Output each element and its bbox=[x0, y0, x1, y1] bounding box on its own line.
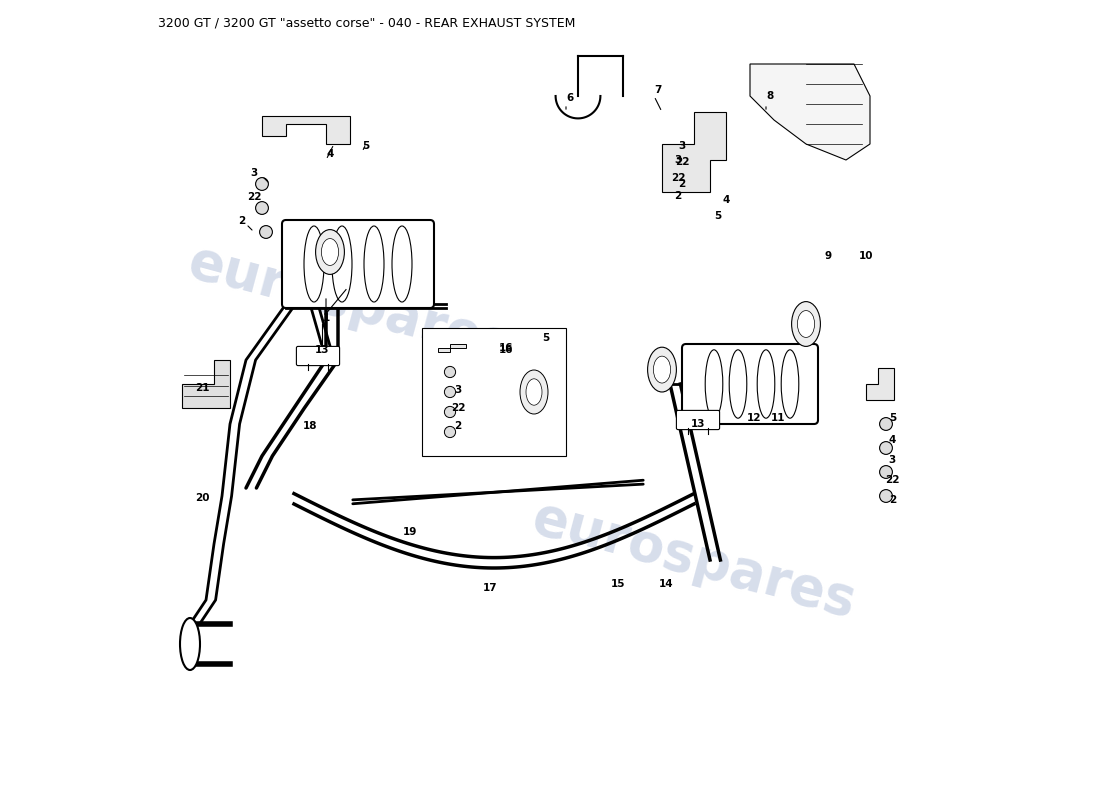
Text: 21: 21 bbox=[195, 383, 209, 393]
Text: 2: 2 bbox=[454, 421, 462, 430]
FancyBboxPatch shape bbox=[676, 410, 719, 430]
Polygon shape bbox=[182, 360, 230, 408]
Circle shape bbox=[880, 442, 892, 454]
Polygon shape bbox=[438, 344, 466, 352]
Text: 12: 12 bbox=[747, 413, 761, 422]
Circle shape bbox=[255, 178, 268, 190]
Circle shape bbox=[255, 202, 268, 214]
Circle shape bbox=[444, 386, 455, 398]
Ellipse shape bbox=[526, 379, 542, 405]
Text: 16: 16 bbox=[498, 345, 514, 354]
Text: 5: 5 bbox=[362, 141, 370, 150]
Text: eurospares: eurospares bbox=[183, 236, 518, 372]
Text: 22: 22 bbox=[246, 192, 262, 202]
Text: 5: 5 bbox=[542, 333, 550, 342]
Text: 7: 7 bbox=[654, 85, 662, 94]
Text: 17: 17 bbox=[483, 583, 497, 593]
Ellipse shape bbox=[792, 302, 821, 346]
Text: 20: 20 bbox=[195, 493, 209, 502]
Text: 13: 13 bbox=[691, 419, 705, 429]
Polygon shape bbox=[662, 112, 726, 192]
Text: 4: 4 bbox=[723, 195, 729, 205]
Ellipse shape bbox=[653, 356, 671, 383]
Text: 16: 16 bbox=[498, 343, 514, 353]
Circle shape bbox=[880, 418, 892, 430]
Text: 3: 3 bbox=[889, 455, 896, 465]
Text: 3: 3 bbox=[679, 141, 685, 150]
Circle shape bbox=[444, 406, 455, 418]
Circle shape bbox=[444, 426, 455, 438]
Text: 10: 10 bbox=[859, 251, 873, 261]
Text: 18: 18 bbox=[302, 421, 317, 430]
Text: 2: 2 bbox=[674, 191, 682, 201]
Text: 2: 2 bbox=[679, 179, 685, 189]
Text: 2: 2 bbox=[889, 495, 896, 505]
Text: 22: 22 bbox=[671, 173, 685, 182]
FancyBboxPatch shape bbox=[682, 344, 818, 424]
Text: 8: 8 bbox=[767, 91, 773, 101]
Circle shape bbox=[880, 466, 892, 478]
FancyBboxPatch shape bbox=[422, 328, 566, 456]
Text: 15: 15 bbox=[610, 579, 625, 589]
Text: 19: 19 bbox=[403, 527, 417, 537]
Text: 22: 22 bbox=[451, 403, 465, 413]
FancyBboxPatch shape bbox=[296, 346, 340, 366]
Text: 22: 22 bbox=[886, 475, 900, 485]
Text: 5: 5 bbox=[714, 211, 722, 221]
Ellipse shape bbox=[321, 238, 339, 266]
Polygon shape bbox=[262, 116, 350, 144]
Text: 3200 GT / 3200 GT "assetto corse" - 040 - REAR EXHAUST SYSTEM: 3200 GT / 3200 GT "assetto corse" - 040 … bbox=[158, 16, 575, 29]
Text: 6: 6 bbox=[566, 93, 573, 102]
Text: 14: 14 bbox=[659, 579, 673, 589]
Text: 1: 1 bbox=[322, 313, 330, 322]
Text: eurospares: eurospares bbox=[527, 492, 861, 628]
Text: 4: 4 bbox=[327, 149, 333, 158]
Ellipse shape bbox=[798, 310, 815, 338]
Text: 22: 22 bbox=[674, 157, 690, 166]
Circle shape bbox=[260, 226, 273, 238]
Text: 5: 5 bbox=[889, 413, 896, 422]
Text: 13: 13 bbox=[315, 346, 329, 355]
Text: 2: 2 bbox=[239, 216, 245, 226]
Ellipse shape bbox=[316, 230, 344, 274]
FancyBboxPatch shape bbox=[282, 220, 434, 308]
Text: 11: 11 bbox=[771, 413, 785, 422]
Circle shape bbox=[444, 366, 455, 378]
Text: 9: 9 bbox=[825, 251, 832, 261]
Circle shape bbox=[880, 490, 892, 502]
Text: 4: 4 bbox=[889, 435, 896, 445]
Text: 3: 3 bbox=[674, 155, 682, 165]
Polygon shape bbox=[866, 368, 894, 400]
Text: 3: 3 bbox=[454, 386, 462, 395]
Ellipse shape bbox=[520, 370, 548, 414]
Ellipse shape bbox=[180, 618, 200, 670]
Text: 3: 3 bbox=[251, 168, 257, 178]
Polygon shape bbox=[750, 64, 870, 160]
Ellipse shape bbox=[648, 347, 676, 392]
